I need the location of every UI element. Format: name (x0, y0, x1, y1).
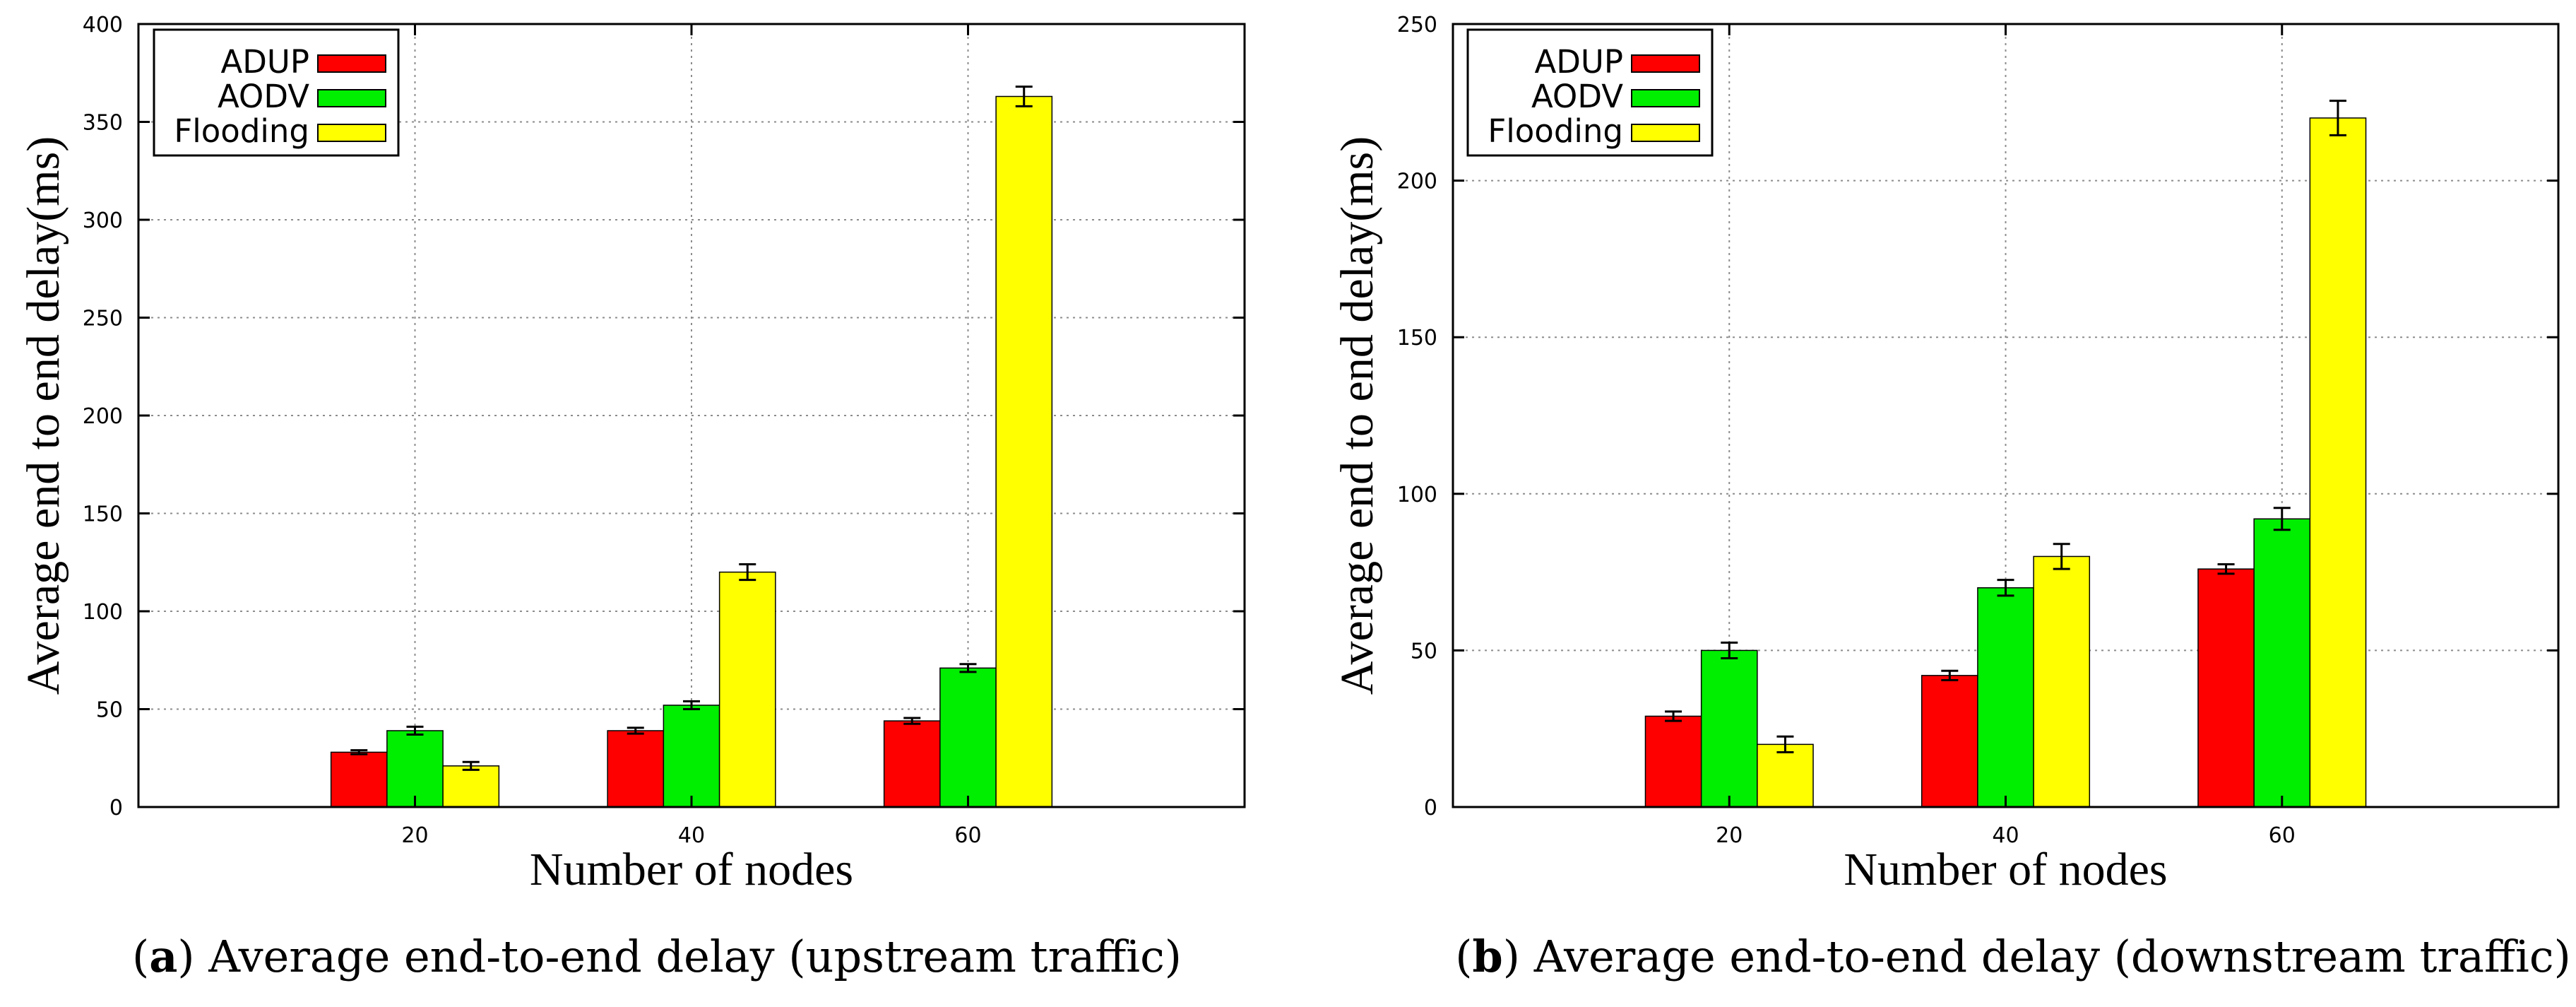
y-axis-title: Average end to end delay(ms) (1331, 136, 1383, 695)
y-tick-label: 200 (1397, 170, 1437, 194)
y-tick-label: 300 (83, 208, 123, 233)
bar-adup-60 (883, 720, 941, 808)
bar-flooding-20 (1757, 743, 1814, 808)
bar-adup-20 (1644, 715, 1702, 808)
caption: (a) Average end-to-end delay (upstream t… (132, 931, 1182, 982)
y-tick-label: 150 (1397, 326, 1437, 351)
legend-label: Flooding (1488, 112, 1623, 150)
bar-flooding-40 (718, 571, 776, 808)
y-tick-label: 0 (1424, 796, 1437, 820)
x-tick-label: 60 (954, 823, 981, 848)
x-tick-label: 20 (1716, 823, 1743, 848)
x-tick-label: 60 (2269, 823, 2296, 848)
chart-downstream: 0 50 100 150 200 250 20 40 60 Number of nodes A… (1331, 13, 2571, 982)
bar-adup-60 (2197, 568, 2255, 808)
bar-group (330, 95, 1053, 808)
legend-label: AODV (218, 78, 309, 115)
y-tick-labels: 0 50 100 150 200 250 (1397, 13, 1437, 820)
x-tick-labels: 20 40 60 (1716, 823, 2296, 848)
legend-swatch-adup (1631, 54, 1700, 73)
chart-upstream: 0 50 100 150 200 250 300 350 400 20 40 60 Number o… (18, 13, 1246, 982)
x-axis-title: Number of nodes (1844, 844, 2167, 895)
caption: (b) Average end-to-end delay (downstream… (1455, 931, 2571, 982)
bar-aodv-20 (1700, 649, 1758, 808)
y-tick-label: 250 (83, 307, 123, 331)
caption-text: Average end-to-end delay (downstream tra… (1520, 931, 2571, 982)
legend-swatch-aodv (317, 89, 386, 107)
y-axis-title: Average end to end delay(ms) (18, 136, 69, 695)
y-tick-label: 350 (83, 111, 123, 136)
y-tick-label: 50 (96, 698, 123, 723)
bar-adup-40 (607, 730, 665, 808)
x-tick-label: 40 (1992, 823, 2019, 848)
y-tick-label: 400 (83, 13, 123, 37)
bar-flooding-60 (2309, 117, 2367, 808)
legend-swatch-flooding (317, 124, 386, 142)
legend-swatch-flooding (1631, 124, 1700, 142)
bar-flooding-60 (995, 95, 1053, 808)
legend-swatch-adup (317, 54, 386, 73)
caption-label: a (149, 931, 177, 982)
bar-aodv-20 (386, 730, 444, 808)
x-tick-label: 20 (401, 823, 428, 848)
legend-swatch-aodv (1631, 89, 1700, 107)
y-tick-label: 50 (1411, 639, 1437, 664)
axis-ticks (138, 23, 1245, 808)
bar-aodv-40 (663, 705, 720, 808)
bar-aodv-40 (1977, 587, 2034, 808)
bar-aodv-60 (2253, 518, 2311, 808)
error-bars (1665, 100, 2346, 753)
legend-label: Flooding (174, 112, 309, 150)
caption-text: Average end-to-end delay (upstream traff… (195, 931, 1182, 982)
bar-adup-40 (1921, 675, 1978, 808)
y-tick-label: 200 (83, 404, 123, 429)
x-axis-title: Number of nodes (530, 844, 853, 895)
x-tick-labels: 20 40 60 (401, 823, 981, 848)
x-tick-label: 40 (678, 823, 705, 848)
y-tick-label: 0 (109, 796, 123, 820)
legend-label: ADUP (1534, 43, 1623, 81)
y-tick-label: 150 (83, 502, 123, 527)
legend-label: AODV (1531, 78, 1623, 115)
axis-ticks (1453, 23, 2558, 808)
bar-flooding-40 (2033, 555, 2091, 808)
caption-label: b (1472, 931, 1502, 982)
error-bars (350, 86, 1033, 771)
y-tick-labels: 0 50 100 150 200 250 300 350 400 (83, 13, 123, 820)
bar-flooding-20 (442, 765, 500, 808)
bar-aodv-60 (939, 667, 997, 808)
bar-adup-20 (330, 751, 388, 808)
y-tick-label: 100 (83, 600, 123, 625)
y-tick-label: 250 (1397, 13, 1437, 37)
y-tick-label: 100 (1397, 483, 1437, 507)
legend-label: ADUP (220, 43, 309, 81)
